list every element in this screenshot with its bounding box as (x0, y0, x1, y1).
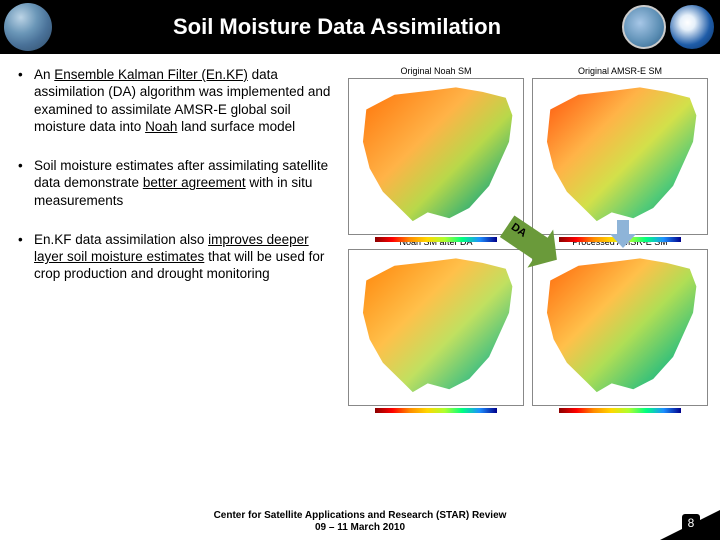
colorbar-icon (559, 408, 681, 413)
header-bar: Soil Moisture Data Assimilation (0, 0, 720, 54)
footer-line-2: 09 – 11 March 2010 (0, 522, 720, 534)
text: En.KF data assimilation also (34, 232, 208, 247)
map-label-tr: Original AMSR-E SM (532, 66, 708, 76)
bullet-3: En.KF data assimilation also improves de… (18, 231, 336, 283)
map-shape-icon (353, 254, 519, 401)
star-logo-icon (622, 5, 666, 49)
arrow-down-icon (610, 220, 636, 248)
text: An (34, 67, 54, 82)
colorbar-icon (375, 408, 497, 413)
footer: Center for Satellite Applications and Re… (0, 510, 720, 534)
content-area: An Ensemble Kalman Filter (En.KF) data a… (0, 54, 720, 490)
bullet-column: An Ensemble Kalman Filter (En.KF) data a… (18, 66, 348, 490)
text: land surface model (177, 119, 295, 134)
bullet-1: An Ensemble Kalman Filter (En.KF) data a… (18, 66, 336, 135)
footer-line-1: Center for Satellite Applications and Re… (0, 510, 720, 522)
map-processed-amsre (532, 249, 708, 406)
page-number: 8 (682, 514, 700, 532)
bullet-list: An Ensemble Kalman Filter (En.KF) data a… (18, 66, 336, 283)
earth-icon (4, 3, 52, 51)
map-column: Original Noah SM Original AMSR-E SM Noah… (348, 66, 708, 490)
map-noah-after-da (348, 249, 524, 406)
bullet-2: Soil moisture estimates after assimilati… (18, 157, 336, 209)
map-shape-icon (537, 83, 703, 230)
text-underline: better agreement (143, 175, 246, 190)
map-shape-icon (537, 254, 703, 401)
noaa-logo-icon (670, 5, 714, 49)
slide-title: Soil Moisture Data Assimilation (52, 14, 622, 40)
map-original-noah (348, 78, 524, 235)
text-underline: Noah (145, 119, 177, 134)
map-original-amsre (532, 78, 708, 235)
colorbar-icon (375, 237, 497, 242)
text-underline: Ensemble Kalman Filter (En.KF) (54, 67, 248, 82)
map-label-tl: Original Noah SM (348, 66, 524, 76)
logo-group (622, 5, 714, 49)
map-shape-icon (353, 83, 519, 230)
